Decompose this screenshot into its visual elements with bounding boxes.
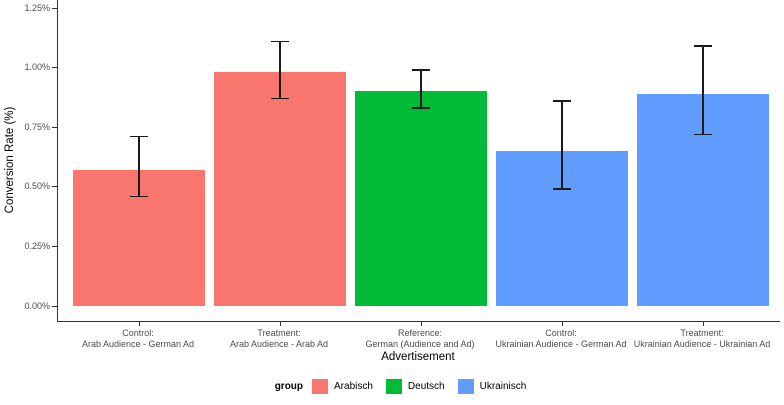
legend-entries: Arabisch Deutsch Ukrainisch — [312, 378, 539, 394]
legend-title: group — [274, 380, 304, 392]
error-bar-line — [702, 46, 704, 135]
y-tick-label: 0.75% — [24, 121, 50, 132]
y-tick-label: 0.50% — [24, 181, 50, 192]
bar-deutsch — [355, 91, 487, 306]
legend-swatch — [312, 378, 329, 394]
error-bar-cap-bottom — [130, 195, 148, 198]
y-axis-tick — [52, 7, 57, 9]
error-bar-cap-bottom — [553, 188, 571, 190]
y-axis-tick — [52, 186, 57, 188]
error-bar-cap-bottom — [694, 133, 712, 136]
y-axis-tick — [52, 305, 57, 307]
x-axis-tick — [702, 321, 704, 326]
x-axis-tick — [420, 321, 422, 326]
x-tick-label: Treatment: Ukrainian Audience - Ukrainian… — [633, 328, 771, 349]
y-tick-label: 1.00% — [24, 62, 50, 73]
legend-swatch — [457, 378, 474, 394]
error-bar-cap-top — [553, 100, 571, 102]
error-bar-cap-top — [130, 135, 148, 138]
x-axis-tick — [561, 321, 563, 326]
legend-entry-arabisch: Arabisch — [312, 378, 373, 394]
y-axis-tick — [52, 67, 57, 69]
error-bar-cap-top — [694, 45, 712, 47]
error-bar-cap-top — [412, 69, 430, 71]
x-axis-title: Advertisement — [381, 351, 455, 363]
x-axis-tick — [138, 321, 140, 326]
legend-entry-label: Ukrainisch — [479, 380, 527, 392]
x-tick-label: Control: Ukrainian Audience - German Ad — [495, 328, 627, 349]
x-tick-label: Treatment: Arab Audience - Arab Ad — [229, 328, 329, 349]
legend-swatch — [385, 378, 402, 394]
error-bar-cap-bottom — [412, 107, 430, 109]
y-axis-tick — [52, 126, 57, 128]
y-tick-label: 0.00% — [24, 300, 50, 311]
error-bar-line — [279, 41, 281, 99]
error-bar-line — [138, 136, 140, 197]
x-tick-label: Control: Arab Audience - German Ad — [81, 328, 195, 349]
error-bar-line — [561, 100, 563, 190]
y-axis-tick — [52, 245, 57, 247]
x-tick-label: Reference: German (Audience and Ad) — [365, 328, 475, 349]
legend: group Arabisch Deutsch Ukrainisch — [0, 375, 784, 397]
legend-entry-label: Arabisch — [334, 380, 373, 392]
legend-entry-label: Deutsch — [407, 380, 445, 392]
plot-panel — [52, 0, 780, 326]
error-bar-cap-top — [271, 40, 289, 43]
y-tick-label: 0.25% — [24, 240, 50, 251]
legend-entry-ukrainisch: Ukrainisch — [457, 378, 527, 394]
x-axis-tick — [279, 321, 281, 326]
y-tick-label: 1.25% — [24, 2, 50, 13]
legend-entry-deutsch: Deutsch — [385, 378, 445, 394]
error-bar-line — [420, 69, 422, 109]
error-bar-cap-bottom — [271, 97, 289, 100]
bar-arabisch — [214, 72, 346, 306]
